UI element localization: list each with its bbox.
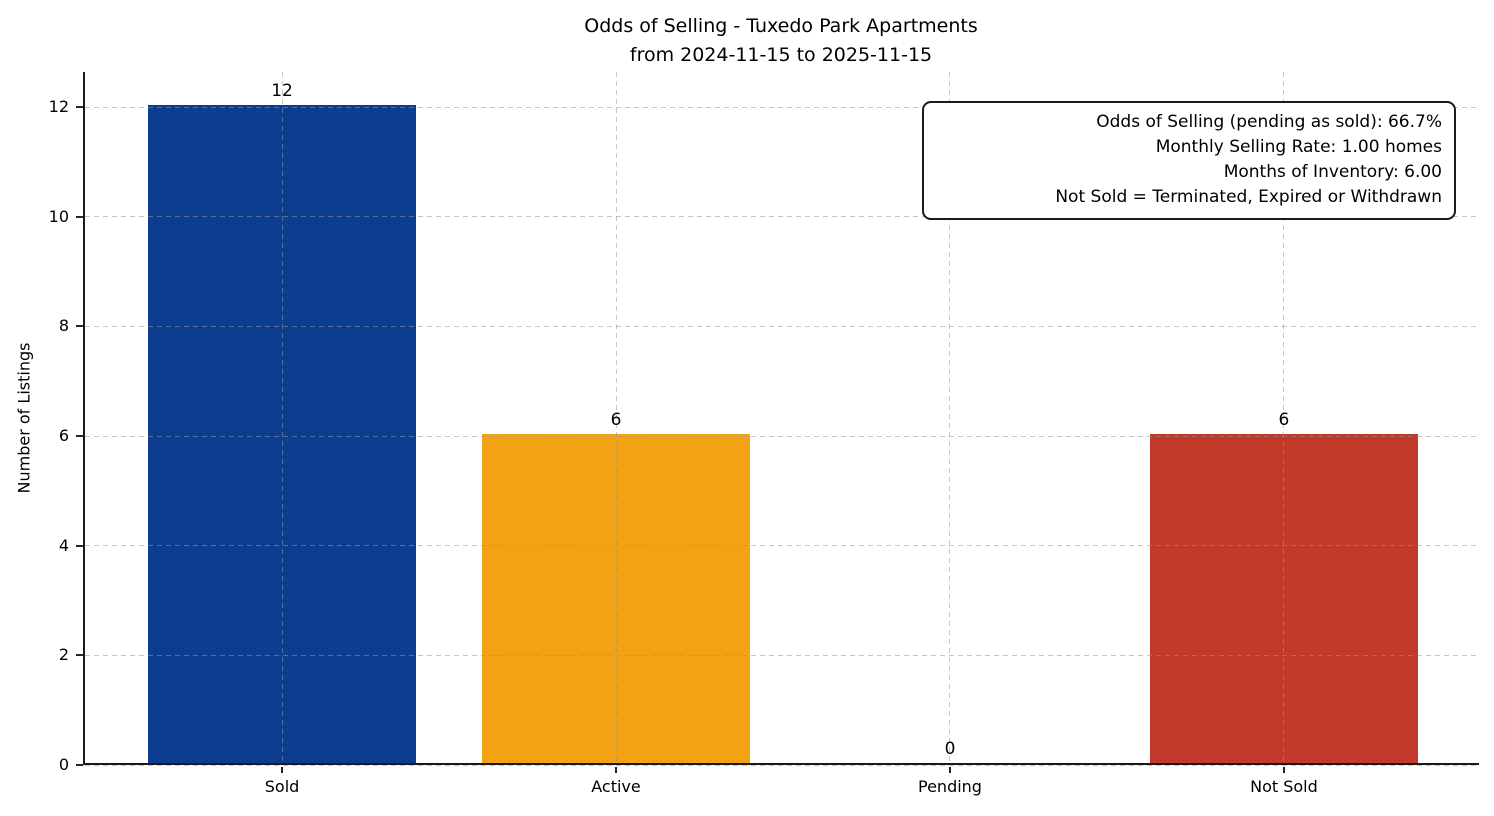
x-tick-label-active: Active <box>591 777 641 796</box>
gridline-v-active <box>615 72 617 763</box>
annotation-monthly-selling-rate: Monthly Selling Rate: 1.00 homes <box>1155 137 1442 157</box>
bar-value-label-not-sold: 6 <box>1278 410 1290 431</box>
bar-value-label-active: 6 <box>610 410 622 431</box>
y-tick-label-8: 8 <box>58 316 69 336</box>
gridline-h-6 <box>85 435 1479 437</box>
gridline-h-4 <box>85 545 1479 547</box>
y-tick-label-12: 12 <box>48 97 69 117</box>
chart-title-line2: from 2024-11-15 to 2025-11-15 <box>629 44 933 66</box>
x-tick-sold <box>281 767 284 773</box>
gridline-h-2 <box>85 654 1479 656</box>
x-tick-label-sold: Sold <box>264 777 300 796</box>
y-tick-12 <box>76 106 83 109</box>
plot-area: 0 2 4 6 8 10 12 12 Sold 6 Active 0 Pending 6 Not Sold <box>49 72 1479 796</box>
y-axis-label: Number of Listings <box>14 342 34 494</box>
y-tick-6 <box>76 435 83 438</box>
y-tick-2 <box>76 654 83 657</box>
y-tick-10 <box>76 215 83 218</box>
x-tick-label-pending: Pending <box>918 777 982 796</box>
annotation-odds-of-selling: Odds of Selling (pending as sold): 66.7% <box>1096 112 1442 132</box>
gridline-h-8 <box>85 325 1479 327</box>
y-tick-4 <box>76 544 83 547</box>
chart-title: Odds of Selling - Tuxedo Park Apartments… <box>83 12 1479 70</box>
x-tick-active <box>615 767 617 773</box>
annotation-months-of-inventory: Months of Inventory: 6.00 <box>1223 162 1442 182</box>
y-tick-label-4: 4 <box>58 535 69 555</box>
chart-title-line1: Odds of Selling - Tuxedo Park Apartments <box>584 15 978 37</box>
bar-value-label-pending: 0 <box>944 739 956 759</box>
bar-value-label-sold: 12 <box>271 81 293 102</box>
y-tick-8 <box>76 325 83 328</box>
gridline-h-10 <box>85 216 1479 218</box>
x-tick-not-sold <box>1282 767 1285 773</box>
y-tick-label-10: 10 <box>48 206 69 226</box>
gridline-v-not-sold <box>1283 72 1285 763</box>
y-tick-label-6: 6 <box>58 426 69 446</box>
y-tick-label-2: 2 <box>58 645 69 665</box>
gridline-v-sold <box>281 72 283 763</box>
y-tick-0 <box>76 764 83 766</box>
x-tick-pending <box>948 767 951 773</box>
x-tick-label-not-sold: Not Sold <box>1250 777 1318 796</box>
gridline-h-0 <box>85 764 1479 766</box>
annotation-box: Odds of Selling (pending as sold): 66.7%… <box>922 101 1456 220</box>
gridline-h-12 <box>85 106 1479 108</box>
gridline-v-pending <box>949 72 951 763</box>
y-tick-label-0: 0 <box>58 755 69 774</box>
annotation-not-sold-definition: Not Sold = Terminated, Expired or Withdr… <box>1055 187 1442 207</box>
